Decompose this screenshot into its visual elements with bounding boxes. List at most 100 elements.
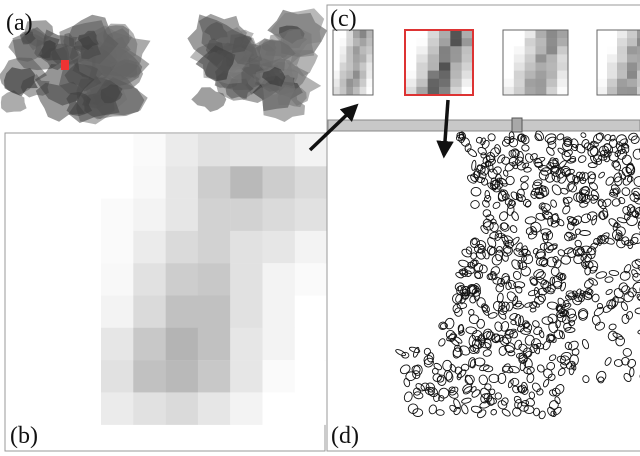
cell: [574, 239, 582, 248]
cell: [556, 133, 565, 141]
pixel: [197, 327, 231, 361]
cell: [538, 329, 545, 339]
pixel: [427, 86, 440, 96]
pixel: [617, 62, 628, 71]
cell: [593, 237, 601, 246]
cell: [600, 232, 610, 241]
cell: [446, 333, 458, 342]
cell: [459, 345, 471, 356]
cell: [562, 300, 570, 307]
pixel: [535, 38, 547, 47]
pixel: [101, 327, 134, 361]
cell: [479, 264, 488, 274]
cell: [580, 261, 588, 270]
cell: [559, 310, 569, 317]
cell: [533, 286, 540, 299]
cell: [552, 255, 559, 264]
cell: [557, 367, 566, 377]
cell: [546, 162, 555, 170]
slider-knob[interactable]: [511, 117, 523, 133]
cell: [535, 212, 546, 221]
pixel: [133, 360, 166, 393]
pixel: [627, 46, 638, 55]
cell: [520, 400, 530, 407]
cell: [568, 340, 579, 351]
pixel: [366, 46, 374, 55]
cell: [408, 346, 421, 354]
cell: [631, 233, 640, 244]
cell: [631, 187, 640, 196]
cell: [615, 141, 624, 152]
pixel: [427, 30, 440, 39]
cell: [562, 205, 571, 215]
pixel: [617, 86, 628, 96]
pixel: [607, 70, 618, 80]
cell: [632, 272, 640, 282]
pixel: [133, 134, 166, 167]
cell: [489, 231, 500, 240]
pixel: [439, 86, 451, 96]
pixel: [546, 78, 558, 88]
cell: [482, 330, 492, 339]
pixel: [524, 62, 536, 71]
pixel: [294, 198, 328, 232]
pixel: [339, 30, 347, 39]
pixel: [535, 30, 547, 39]
cell: [570, 143, 579, 152]
cell: [501, 234, 509, 245]
pixel: [513, 78, 525, 88]
pixel: [197, 295, 231, 328]
cell: [570, 138, 579, 149]
cell: [578, 193, 587, 202]
cell: [538, 202, 546, 210]
cell: [587, 246, 597, 256]
cell: [508, 131, 515, 140]
pixel: [133, 295, 166, 328]
cell: [597, 376, 605, 384]
cell: [520, 266, 531, 277]
cell: [636, 293, 640, 302]
pixel: [597, 62, 608, 71]
pixel: [546, 86, 558, 96]
pixel: [439, 62, 451, 71]
cell: [540, 185, 547, 192]
cell: [479, 401, 491, 409]
cell: [480, 165, 489, 176]
cell: [533, 326, 543, 335]
cell: [500, 321, 510, 332]
cell: [613, 172, 622, 183]
cell: [609, 188, 619, 196]
cell: [453, 398, 461, 410]
pixel: [439, 70, 451, 80]
cell: [474, 243, 485, 254]
pixel: [197, 166, 231, 199]
cell: [534, 156, 546, 164]
cell-contours: [395, 130, 640, 420]
cell: [511, 259, 521, 270]
cell: [554, 396, 561, 405]
cell: [584, 266, 592, 276]
cell: [607, 330, 618, 342]
cell: [401, 351, 410, 359]
pixel: [346, 54, 354, 63]
cell: [395, 349, 406, 357]
cell: [464, 265, 475, 275]
pixel: [617, 38, 628, 47]
slider-track[interactable]: [327, 119, 640, 132]
pixel: [366, 70, 374, 80]
cell: [524, 216, 537, 225]
pixel: [627, 70, 638, 80]
cell: [435, 409, 445, 416]
tissue: [19, 31, 36, 45]
cell: [480, 387, 491, 400]
pixel: [546, 46, 558, 55]
pixel: [597, 38, 608, 47]
cell: [623, 291, 634, 303]
tissue: [0, 90, 27, 113]
cell: [426, 352, 435, 363]
cell: [502, 246, 513, 257]
cell: [467, 261, 475, 269]
cell: [541, 316, 554, 325]
cell: [464, 270, 472, 278]
pixel: [133, 327, 166, 361]
